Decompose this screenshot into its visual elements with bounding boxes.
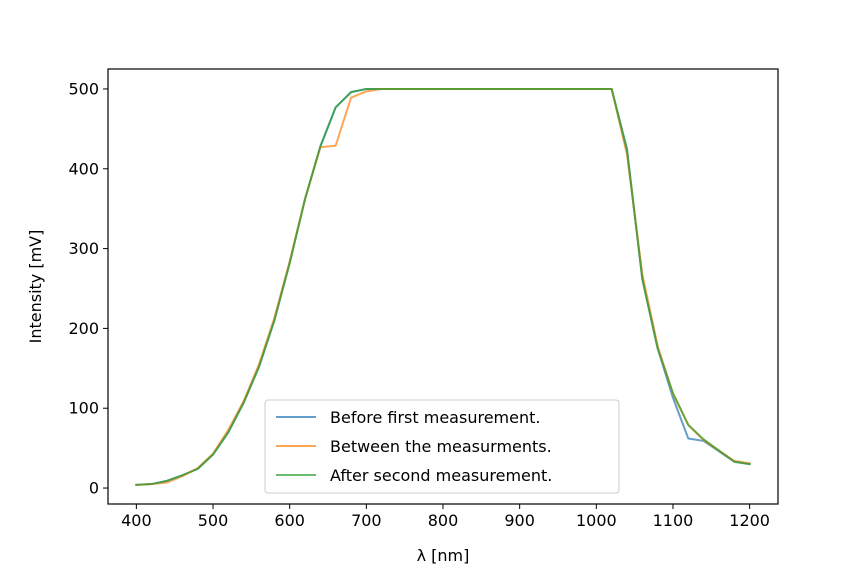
x-axis-label: λ [nm] [417, 546, 470, 565]
x-tick-label: 600 [274, 511, 305, 530]
legend-box [264, 399, 620, 494]
series-layer [135, 87, 751, 486]
y-tick-label: 200 [68, 319, 99, 338]
x-tick-label: 1200 [729, 511, 770, 530]
y-tick-label: 100 [68, 399, 99, 418]
x-tick-label: 700 [351, 511, 382, 530]
x-tick-label: 500 [198, 511, 229, 530]
y-axis-label: Intensity [mV] [26, 230, 45, 344]
x-tick-label: 800 [428, 511, 459, 530]
y-axis: 0 100 200 300 400 500 [68, 79, 108, 498]
x-axis: 400 500 600 700 800 900 1000 1100 1200 [121, 504, 770, 530]
y-tick-label: 300 [68, 239, 99, 258]
x-tick-label: 900 [504, 511, 535, 530]
y-tick-label: 400 [68, 159, 99, 178]
legend-label-2: Between the measurments. [330, 437, 552, 456]
legend-label-1: Before first measurement. [330, 408, 540, 427]
x-tick-label: 1100 [653, 511, 694, 530]
legend: Before first measurement. Between the mea… [264, 399, 620, 494]
y-tick-label: 500 [68, 79, 99, 98]
x-tick-label: 400 [121, 511, 152, 530]
x-tick-label: 1000 [576, 511, 617, 530]
y-tick-label: 0 [89, 479, 99, 498]
series-line-3 [135, 87, 751, 486]
legend-label-3: After second measurement. [330, 466, 552, 485]
